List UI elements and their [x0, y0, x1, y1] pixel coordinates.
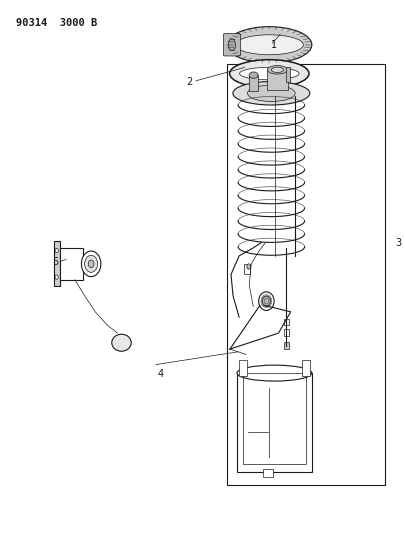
Bar — [284, 329, 289, 336]
Bar — [237, 373, 312, 472]
Ellipse shape — [262, 296, 271, 306]
Ellipse shape — [267, 66, 288, 74]
Ellipse shape — [235, 35, 303, 55]
Ellipse shape — [249, 72, 258, 78]
Bar — [284, 342, 289, 349]
Ellipse shape — [228, 39, 236, 51]
Ellipse shape — [81, 251, 101, 277]
Bar — [227, 64, 385, 485]
Ellipse shape — [112, 334, 131, 351]
Bar — [249, 75, 258, 91]
Ellipse shape — [247, 85, 295, 101]
Ellipse shape — [227, 27, 312, 63]
FancyBboxPatch shape — [224, 34, 241, 56]
Bar — [286, 67, 290, 82]
Bar — [284, 319, 289, 325]
Ellipse shape — [85, 255, 98, 272]
Ellipse shape — [247, 264, 251, 269]
Ellipse shape — [239, 67, 299, 80]
Bar — [60, 248, 83, 280]
Text: 90314  3000 B: 90314 3000 B — [16, 18, 98, 28]
Ellipse shape — [55, 275, 58, 279]
Bar — [239, 360, 247, 376]
Text: 5: 5 — [53, 257, 59, 267]
Ellipse shape — [230, 60, 309, 87]
Ellipse shape — [88, 260, 94, 268]
Bar — [302, 360, 310, 376]
Text: 4: 4 — [158, 369, 164, 379]
Bar — [263, 469, 273, 477]
Bar — [244, 264, 250, 274]
Text: 3: 3 — [395, 238, 401, 247]
Ellipse shape — [233, 82, 310, 105]
Bar — [267, 70, 288, 90]
Ellipse shape — [237, 365, 312, 381]
Text: 2: 2 — [186, 77, 192, 86]
Ellipse shape — [259, 292, 274, 310]
Ellipse shape — [271, 67, 284, 72]
Ellipse shape — [55, 248, 58, 253]
Bar — [243, 373, 306, 464]
Bar — [54, 241, 60, 286]
Text: 1: 1 — [271, 41, 277, 50]
